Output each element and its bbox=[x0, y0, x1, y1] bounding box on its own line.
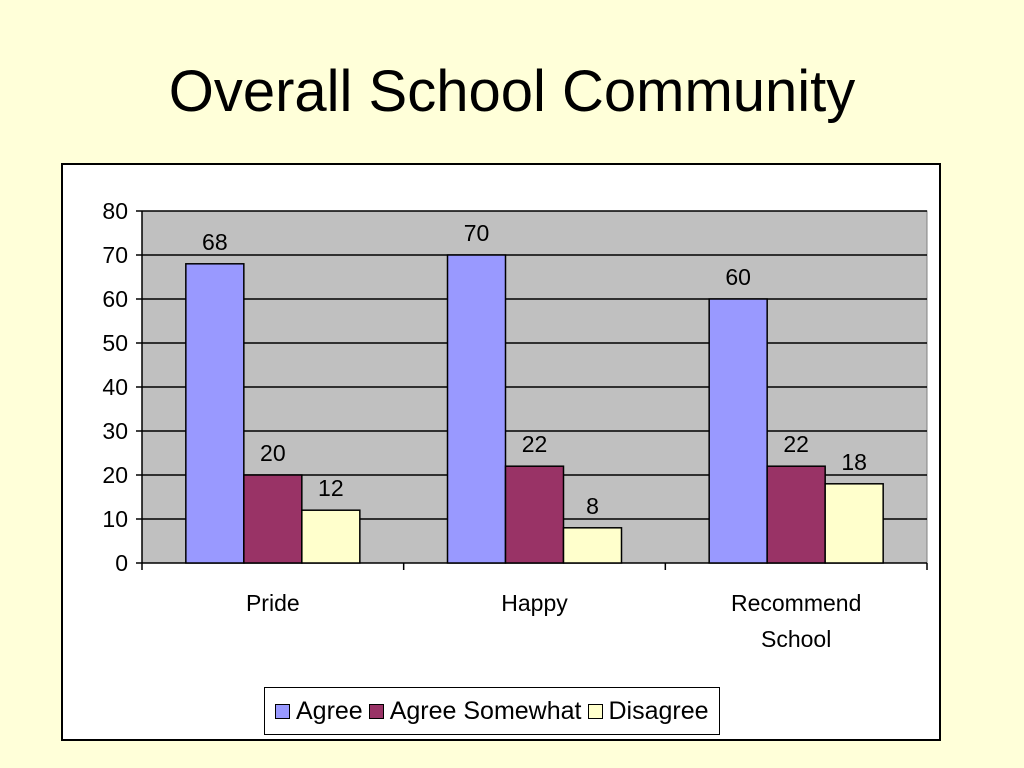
x-tick-label: Pride bbox=[246, 590, 300, 616]
data-label: 18 bbox=[841, 449, 867, 475]
bar bbox=[185, 263, 245, 564]
y-tick-label: 0 bbox=[115, 550, 128, 576]
y-tick-label: 30 bbox=[102, 418, 128, 444]
bar bbox=[301, 509, 361, 564]
data-label: 22 bbox=[522, 431, 548, 457]
y-tick-label: 60 bbox=[102, 286, 128, 312]
x-tick-label-line: Happy bbox=[501, 590, 568, 616]
x-tick-label-line: School bbox=[761, 626, 831, 652]
legend-item-disagree: Disagree bbox=[587, 696, 709, 726]
legend-swatch-disagree bbox=[587, 703, 603, 719]
y-tick-label: 80 bbox=[102, 198, 128, 224]
data-label: 68 bbox=[202, 229, 228, 255]
x-tick-label: Recommend School bbox=[731, 590, 861, 652]
legend-swatch-agree bbox=[275, 703, 290, 719]
bar-chart: 0 10 20 30 40 50 60 70 80 68 20 12 Pride 70 22 8 Happy 60… bbox=[102, 198, 928, 652]
legend-label-disagree: Disagree bbox=[608, 696, 709, 725]
bar bbox=[243, 474, 303, 564]
x-tick-label-line: Pride bbox=[246, 590, 300, 616]
bar bbox=[562, 527, 623, 564]
chart-legend: Agree Agree Somewhat Disagree bbox=[264, 687, 720, 735]
legend-label-agree: Agree bbox=[296, 696, 363, 725]
legend-swatch-agree-somewhat bbox=[368, 703, 384, 719]
bar bbox=[708, 298, 768, 564]
data-label: 22 bbox=[783, 431, 809, 457]
bar bbox=[766, 465, 826, 564]
legend-item-agree: Agree bbox=[275, 697, 363, 726]
x-tick-label-line: Recommend bbox=[731, 590, 861, 616]
data-label: 70 bbox=[464, 220, 490, 246]
data-label: 20 bbox=[260, 440, 286, 466]
data-label: 8 bbox=[586, 493, 599, 519]
y-tick-label: 70 bbox=[102, 242, 128, 268]
y-tick-label: 40 bbox=[102, 374, 128, 400]
chart-container: 0 10 20 30 40 50 60 70 80 68 20 12 Pride 70 22 8 Happy 60… bbox=[61, 163, 941, 741]
y-tick-label: 10 bbox=[102, 506, 128, 532]
data-label: 12 bbox=[318, 475, 344, 501]
bar bbox=[504, 465, 565, 564]
bar bbox=[446, 254, 507, 564]
x-tick-label: Happy bbox=[501, 590, 568, 616]
slide-title: Overall School Community bbox=[168, 59, 856, 124]
data-label: 60 bbox=[725, 264, 751, 290]
legend-item-agree-somewhat: Agree Somewhat bbox=[368, 696, 582, 726]
legend-label-agree-somewhat: Agree Somewhat bbox=[389, 696, 582, 725]
bar bbox=[824, 483, 884, 564]
y-tick-label: 50 bbox=[102, 330, 128, 356]
y-tick-label: 20 bbox=[102, 462, 128, 488]
